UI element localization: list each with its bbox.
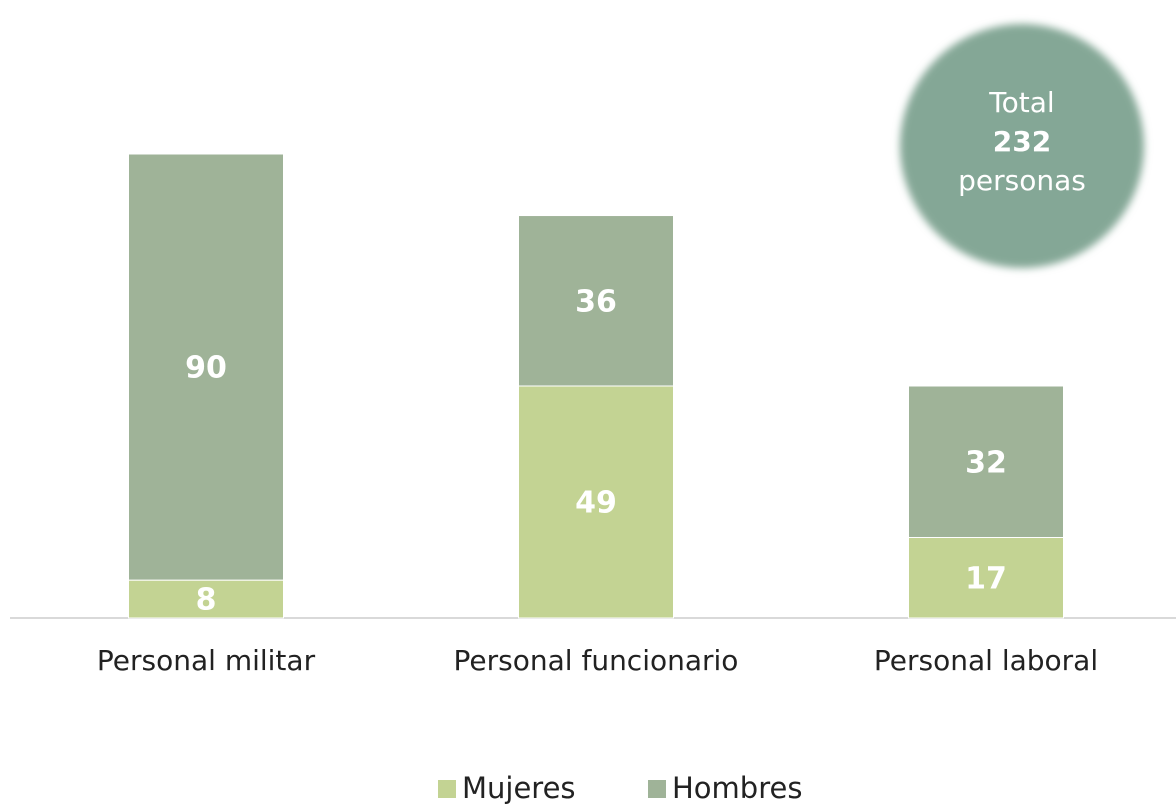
- total-text: Total: [988, 86, 1054, 119]
- bar-segment: [908, 385, 1064, 539]
- bar-segment: [518, 215, 674, 387]
- legend-label: Hombres: [672, 771, 802, 805]
- x-tick-label: Personal funcionario: [454, 644, 739, 677]
- total-badge: [900, 24, 1144, 268]
- legend-swatch: [648, 780, 666, 798]
- x-tick-label: Personal militar: [97, 644, 316, 677]
- value-label: 8: [196, 583, 217, 618]
- value-label: 17: [965, 561, 1007, 596]
- value-label: 49: [575, 486, 617, 521]
- legend-swatch: [438, 780, 456, 798]
- total-text: personas: [958, 164, 1086, 197]
- x-tick-label: Personal laboral: [874, 644, 1098, 677]
- value-label: 36: [575, 284, 617, 319]
- bar-segment: [128, 153, 284, 581]
- bar-segment: [518, 385, 674, 619]
- total-text: 232: [993, 125, 1051, 158]
- legend-label: Mujeres: [462, 771, 576, 805]
- bar-segment: [128, 579, 284, 619]
- bar-segment: [908, 537, 1064, 619]
- value-label: 32: [965, 445, 1007, 480]
- value-label: 90: [185, 351, 227, 386]
